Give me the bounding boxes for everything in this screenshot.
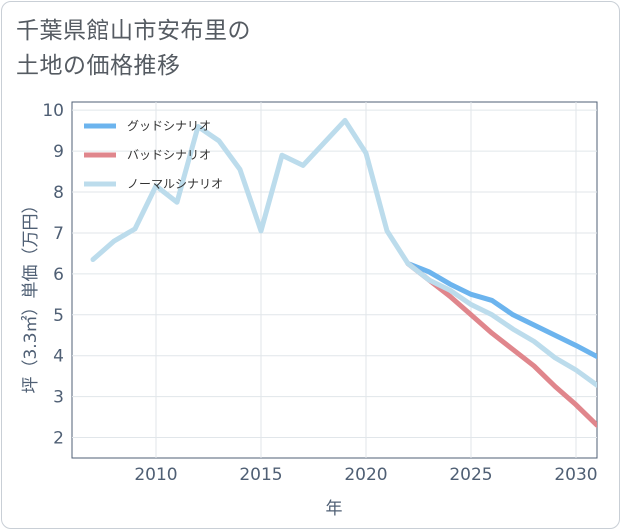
x-tick-label: 2030 [554,465,597,485]
series-lines [90,117,597,428]
y-tick-label: 10 [42,101,64,121]
y-tick-label: 3 [53,388,64,408]
x-tick-label: 2015 [239,465,282,485]
series-line-2 [405,261,597,428]
y-tick-label: 6 [53,265,64,285]
legend-label: バッドシナリオ [127,148,211,162]
y-tick-label: 5 [53,306,64,326]
y-tick-label: 8 [53,183,64,203]
x-tick-label: 2025 [449,465,492,485]
y-axis-label: 坪（3.3㎡）単価（万円） [21,196,41,393]
legend-label: ノーマルシナリオ [127,177,223,191]
x-axis-label: 年 [326,499,343,519]
x-tick-label: 2020 [344,465,387,485]
tick-labels: 2010 2015 2020 2025 2030 2 3 4 5 6 7 8 9 10 [42,101,597,485]
y-tick-label: 4 [53,347,64,367]
legend-label: グッドシナリオ [127,119,211,133]
chart-title: 千葉県館山市安布里の 土地の価格推移 [16,14,251,84]
x-tick-label: 2010 [134,465,177,485]
y-tick-label: 7 [53,224,64,244]
title-line-1: 千葉県館山市安布里の [16,18,251,44]
series-line-1 [405,261,597,360]
title-line-2: 土地の価格推移 [16,53,181,79]
grid-lines [72,102,597,458]
y-tick-label: 2 [53,429,64,449]
series-line-3 [90,117,597,388]
y-tick-label: 9 [53,142,64,162]
plot-area [71,101,598,459]
